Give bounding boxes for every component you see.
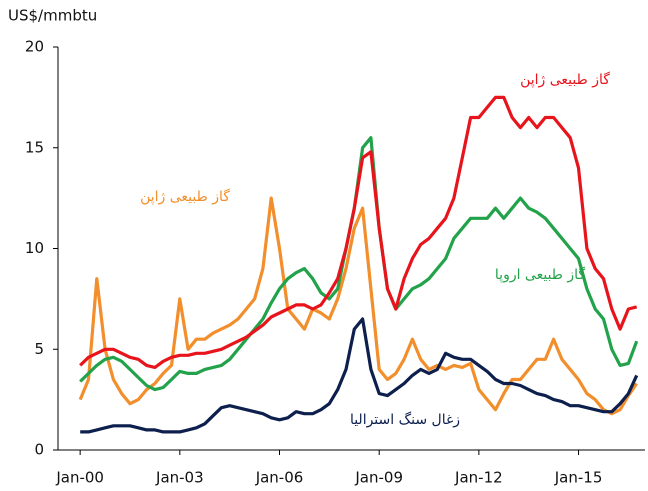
x-tick-label: Jan-09 [354,469,403,487]
line-series [80,317,639,434]
x-tick-label: Jan-06 [255,469,304,487]
y-axis-label: US$/mmbtu [8,7,97,25]
x-tick-label: Jan-00 [55,469,104,487]
line-series [79,95,638,369]
series-label: گاز طبیعی اروپا [495,266,586,283]
y-tick-label: 15 [25,138,44,156]
x-tick-label: Jan-15 [554,469,603,487]
y-tick-label: 0 [34,441,44,459]
y-tick-label: 10 [25,239,44,257]
series-label: گاز طبیعی ژاپن [140,188,230,205]
line-series [78,196,639,416]
y-tick-label: 20 [25,38,44,56]
series-label: گاز طبیعی ژاپن [520,71,610,88]
x-tick-label: Jan-03 [155,469,204,487]
series-label: زغال سنگ استرالیا [350,411,460,428]
x-tick-label: Jan-12 [454,469,503,487]
y-tick-label: 5 [34,340,44,358]
